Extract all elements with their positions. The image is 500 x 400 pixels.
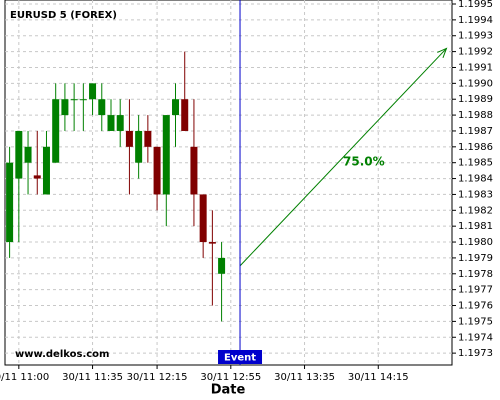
y-tick-label: 1.1991 (458, 62, 493, 73)
candle-body (89, 83, 97, 100)
y-tick-label: 1.1983 (458, 189, 493, 200)
y-tick-label: 1.1988 (458, 110, 493, 121)
y-tick-label: 1.1976 (458, 301, 493, 312)
forecast-arrow (239, 48, 447, 267)
y-tick-label: 1.1987 (458, 126, 493, 137)
x-tick-label: 30/11 13:35 (274, 372, 335, 383)
y-tick-label: 1.1989 (458, 94, 493, 105)
y-tick-label: 1.1986 (458, 142, 493, 153)
y-tick-label: 1.1984 (458, 174, 493, 185)
candle-body (79, 99, 87, 101)
x-tick-label: 30/11 12:15 (127, 372, 188, 383)
x-tick-label: 30/11 14:15 (348, 372, 409, 383)
candle-body (107, 115, 115, 131)
candle-body (181, 99, 189, 131)
candle-body (116, 115, 124, 131)
y-tick-label: 1.1975 (458, 316, 493, 327)
event-box (218, 350, 263, 364)
chart-title: EURUSD 5 (FOREX) (10, 10, 117, 21)
y-tick-label: 1.1982 (458, 205, 493, 216)
candle-body (42, 146, 50, 195)
candle-body (98, 99, 106, 116)
candle-body (24, 146, 32, 163)
y-tick-label: 1.1992 (458, 47, 493, 58)
x-tick-label: 30/11 12:55 (200, 372, 261, 383)
candle-body (125, 130, 133, 147)
watermark: www.delkos.com (15, 349, 109, 360)
y-tick-label: 1.1974 (458, 332, 493, 343)
candle-body (218, 257, 226, 274)
y-tick-label: 1.1990 (458, 78, 493, 89)
candle-body (190, 146, 198, 195)
y-tick-label: 1.1977 (458, 285, 493, 296)
candle-body (162, 115, 170, 195)
y-tick-label: 1.1993 (458, 31, 493, 42)
plot-frame (4, 0, 453, 366)
candle-body (52, 99, 60, 163)
y-tick-label: 1.1979 (458, 253, 493, 264)
candle-body (33, 175, 41, 179)
candle-body (15, 130, 23, 179)
candle-body (6, 162, 14, 243)
arrow-head (437, 47, 448, 58)
x-tick-label: 30/11 11:35 (62, 372, 123, 383)
y-tick-label: 1.1985 (458, 158, 493, 169)
candle-body (70, 99, 78, 101)
y-tick-label: 1.1978 (458, 269, 493, 280)
candle-body (208, 242, 216, 244)
y-tick-label: 1.1995 (458, 0, 493, 10)
y-tick-label: 1.1994 (458, 15, 493, 26)
y-tick-label: 1.1973 (458, 348, 493, 359)
y-tick-label: 1.1980 (458, 237, 493, 248)
candle-body (199, 194, 207, 243)
candle-body (153, 146, 161, 195)
event-label: Event (224, 353, 256, 364)
candle-body (172, 99, 180, 116)
candle-body (61, 99, 69, 116)
candle-body (144, 130, 152, 147)
forecast-label: 75.0% (343, 155, 385, 169)
candle-body (135, 130, 143, 163)
y-tick-label: 1.1981 (458, 221, 493, 232)
x-tick-label: 30/11 11:00 (0, 372, 49, 383)
x-axis-label: Date (211, 383, 246, 398)
